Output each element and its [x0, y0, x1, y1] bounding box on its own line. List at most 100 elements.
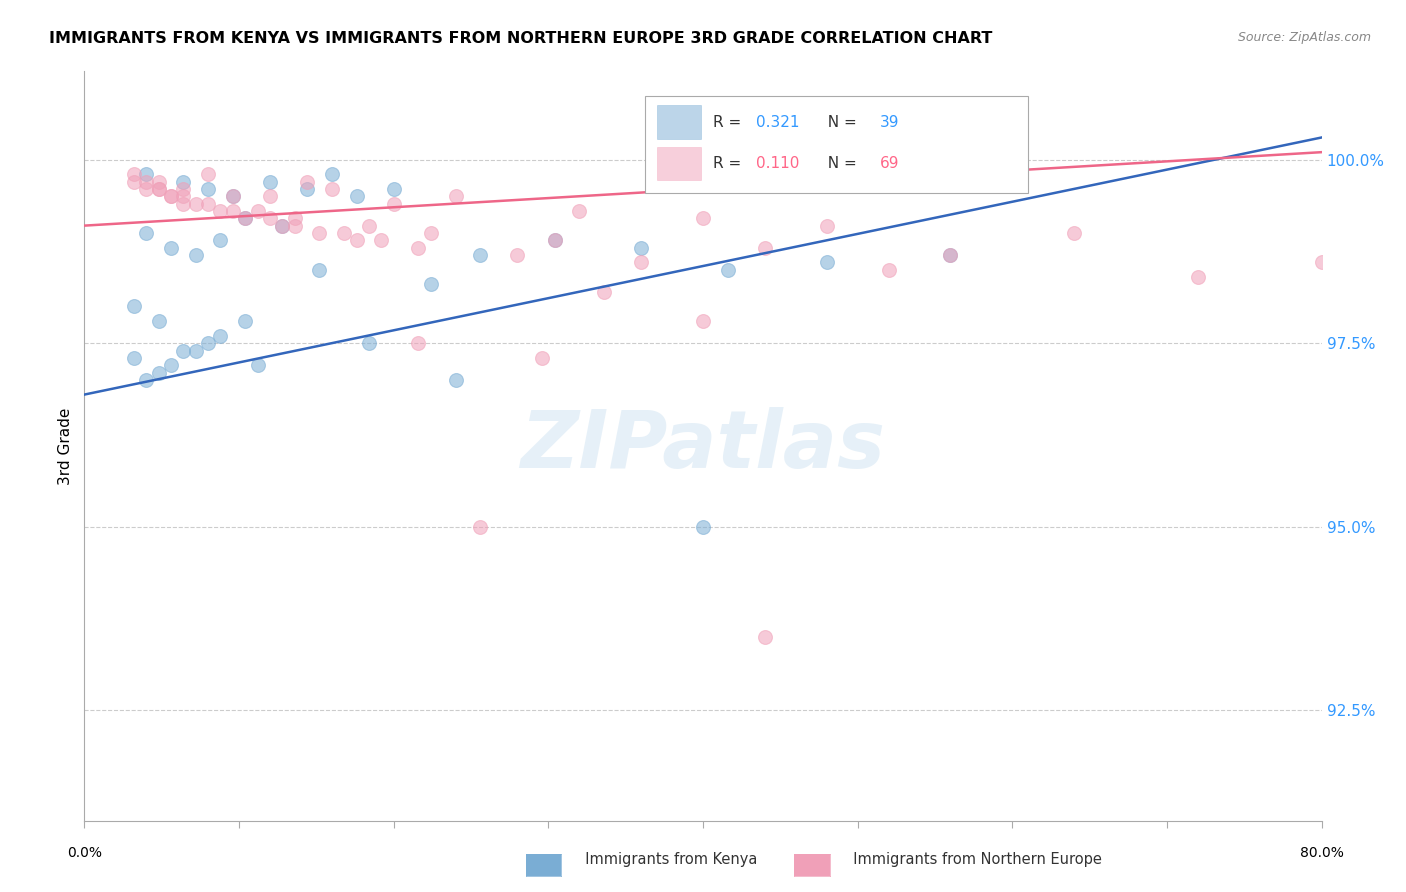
- Point: [122, 351, 145, 365]
- Point: [259, 189, 281, 203]
- Point: [233, 314, 256, 328]
- FancyBboxPatch shape: [657, 146, 700, 180]
- Point: [321, 182, 343, 196]
- Text: 0.321: 0.321: [756, 115, 800, 130]
- Point: [233, 211, 256, 226]
- Point: [419, 277, 441, 292]
- Point: [197, 196, 219, 211]
- Point: [148, 314, 170, 328]
- Point: [135, 167, 157, 181]
- Point: [148, 182, 170, 196]
- Point: [692, 314, 714, 328]
- Point: [543, 233, 565, 247]
- Y-axis label: 3rd Grade: 3rd Grade: [58, 408, 73, 484]
- Point: [172, 175, 194, 189]
- Point: [419, 226, 441, 240]
- Point: [135, 182, 157, 196]
- Point: [135, 175, 157, 189]
- Point: [543, 233, 565, 247]
- Point: [333, 226, 356, 240]
- Point: [939, 248, 962, 262]
- Point: [1310, 255, 1333, 269]
- Point: [122, 300, 145, 314]
- Point: [135, 373, 157, 387]
- Point: [209, 203, 232, 218]
- Point: [246, 203, 269, 218]
- Point: [271, 219, 294, 233]
- Point: [284, 219, 307, 233]
- Point: [197, 336, 219, 351]
- Text: R =: R =: [713, 156, 747, 171]
- Point: [717, 262, 740, 277]
- Point: [754, 630, 776, 644]
- Point: [184, 196, 207, 211]
- Text: R =: R =: [713, 115, 747, 130]
- Point: [271, 219, 294, 233]
- Point: [209, 328, 232, 343]
- Point: [444, 373, 467, 387]
- Point: [160, 189, 183, 203]
- Point: [506, 248, 529, 262]
- Point: [815, 255, 838, 269]
- Point: [630, 241, 652, 255]
- Point: [692, 211, 714, 226]
- Text: IMMIGRANTS FROM KENYA VS IMMIGRANTS FROM NORTHERN EUROPE 3RD GRADE CORRELATION C: IMMIGRANTS FROM KENYA VS IMMIGRANTS FROM…: [49, 31, 993, 46]
- Point: [568, 203, 591, 218]
- Point: [531, 351, 554, 365]
- Point: [295, 175, 318, 189]
- Point: [160, 241, 183, 255]
- Point: [148, 175, 170, 189]
- Point: [382, 196, 405, 211]
- Point: [148, 366, 170, 380]
- Point: [357, 219, 380, 233]
- Text: N =: N =: [818, 156, 862, 171]
- Point: [815, 219, 838, 233]
- Point: [346, 233, 368, 247]
- Point: [308, 262, 330, 277]
- Point: [197, 167, 219, 181]
- Point: [172, 189, 194, 203]
- Point: [184, 343, 207, 358]
- Point: [593, 285, 616, 299]
- Point: [444, 189, 467, 203]
- Point: [308, 226, 330, 240]
- Point: [135, 226, 157, 240]
- Point: [877, 262, 900, 277]
- Point: [122, 167, 145, 181]
- Point: [259, 175, 281, 189]
- Text: ZIPatlas: ZIPatlas: [520, 407, 886, 485]
- Text: Source: ZipAtlas.com: Source: ZipAtlas.com: [1237, 31, 1371, 45]
- Text: Immigrants from Kenya: Immigrants from Kenya: [576, 852, 758, 867]
- Point: [222, 189, 245, 203]
- Point: [1063, 226, 1085, 240]
- Point: [209, 233, 232, 247]
- Point: [939, 248, 962, 262]
- Point: [184, 248, 207, 262]
- Point: [246, 358, 269, 372]
- Text: 0.110: 0.110: [756, 156, 800, 171]
- Text: 39: 39: [880, 115, 900, 130]
- Text: 80.0%: 80.0%: [1299, 847, 1344, 861]
- Point: [470, 520, 492, 534]
- Text: Immigrants from Northern Europe: Immigrants from Northern Europe: [844, 852, 1101, 867]
- Point: [160, 189, 183, 203]
- Point: [346, 189, 368, 203]
- Point: [295, 182, 318, 196]
- Point: [630, 255, 652, 269]
- Point: [470, 248, 492, 262]
- Point: [160, 358, 183, 372]
- Point: [284, 211, 307, 226]
- Point: [259, 211, 281, 226]
- Point: [382, 182, 405, 196]
- Text: 69: 69: [880, 156, 900, 171]
- Point: [222, 189, 245, 203]
- Point: [172, 196, 194, 211]
- Point: [370, 233, 392, 247]
- Point: [172, 343, 194, 358]
- Text: 0.0%: 0.0%: [67, 847, 101, 861]
- Point: [408, 336, 430, 351]
- Point: [321, 167, 343, 181]
- Point: [1187, 270, 1209, 285]
- Point: [122, 175, 145, 189]
- Point: [408, 241, 430, 255]
